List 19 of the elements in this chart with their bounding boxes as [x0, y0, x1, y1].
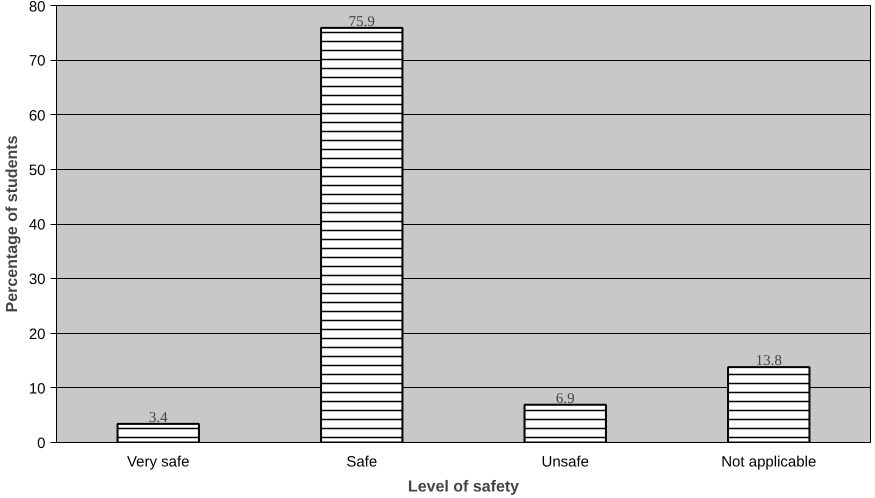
y-tick-label: 20 — [28, 326, 46, 343]
x-tick-label: Unsafe — [541, 454, 590, 470]
y-tick-label: 70 — [28, 52, 46, 70]
y-tick-label: 30 — [28, 271, 46, 288]
data-label: 13.8 — [756, 353, 782, 370]
data-label: 75.9 — [348, 14, 375, 30]
x-axis-title: Level of safety — [408, 478, 520, 496]
x-tick-label: Not applicable — [721, 454, 816, 470]
y-tick-label: 40 — [28, 216, 46, 234]
y-tick-label: 50 — [28, 162, 46, 179]
y-axis-title: Percentage of students — [4, 135, 21, 312]
x-tick-label: Safe — [346, 454, 378, 470]
y-tick-label: 60 — [28, 107, 46, 124]
y-tick-label: 10 — [28, 380, 46, 398]
data-label: 3.4 — [148, 410, 168, 426]
data-label: 6.9 — [556, 390, 575, 407]
y-tick-label: 0 — [37, 435, 46, 452]
y-tick-label: 80 — [28, 0, 46, 16]
x-tick-label: Very safe — [126, 454, 190, 470]
